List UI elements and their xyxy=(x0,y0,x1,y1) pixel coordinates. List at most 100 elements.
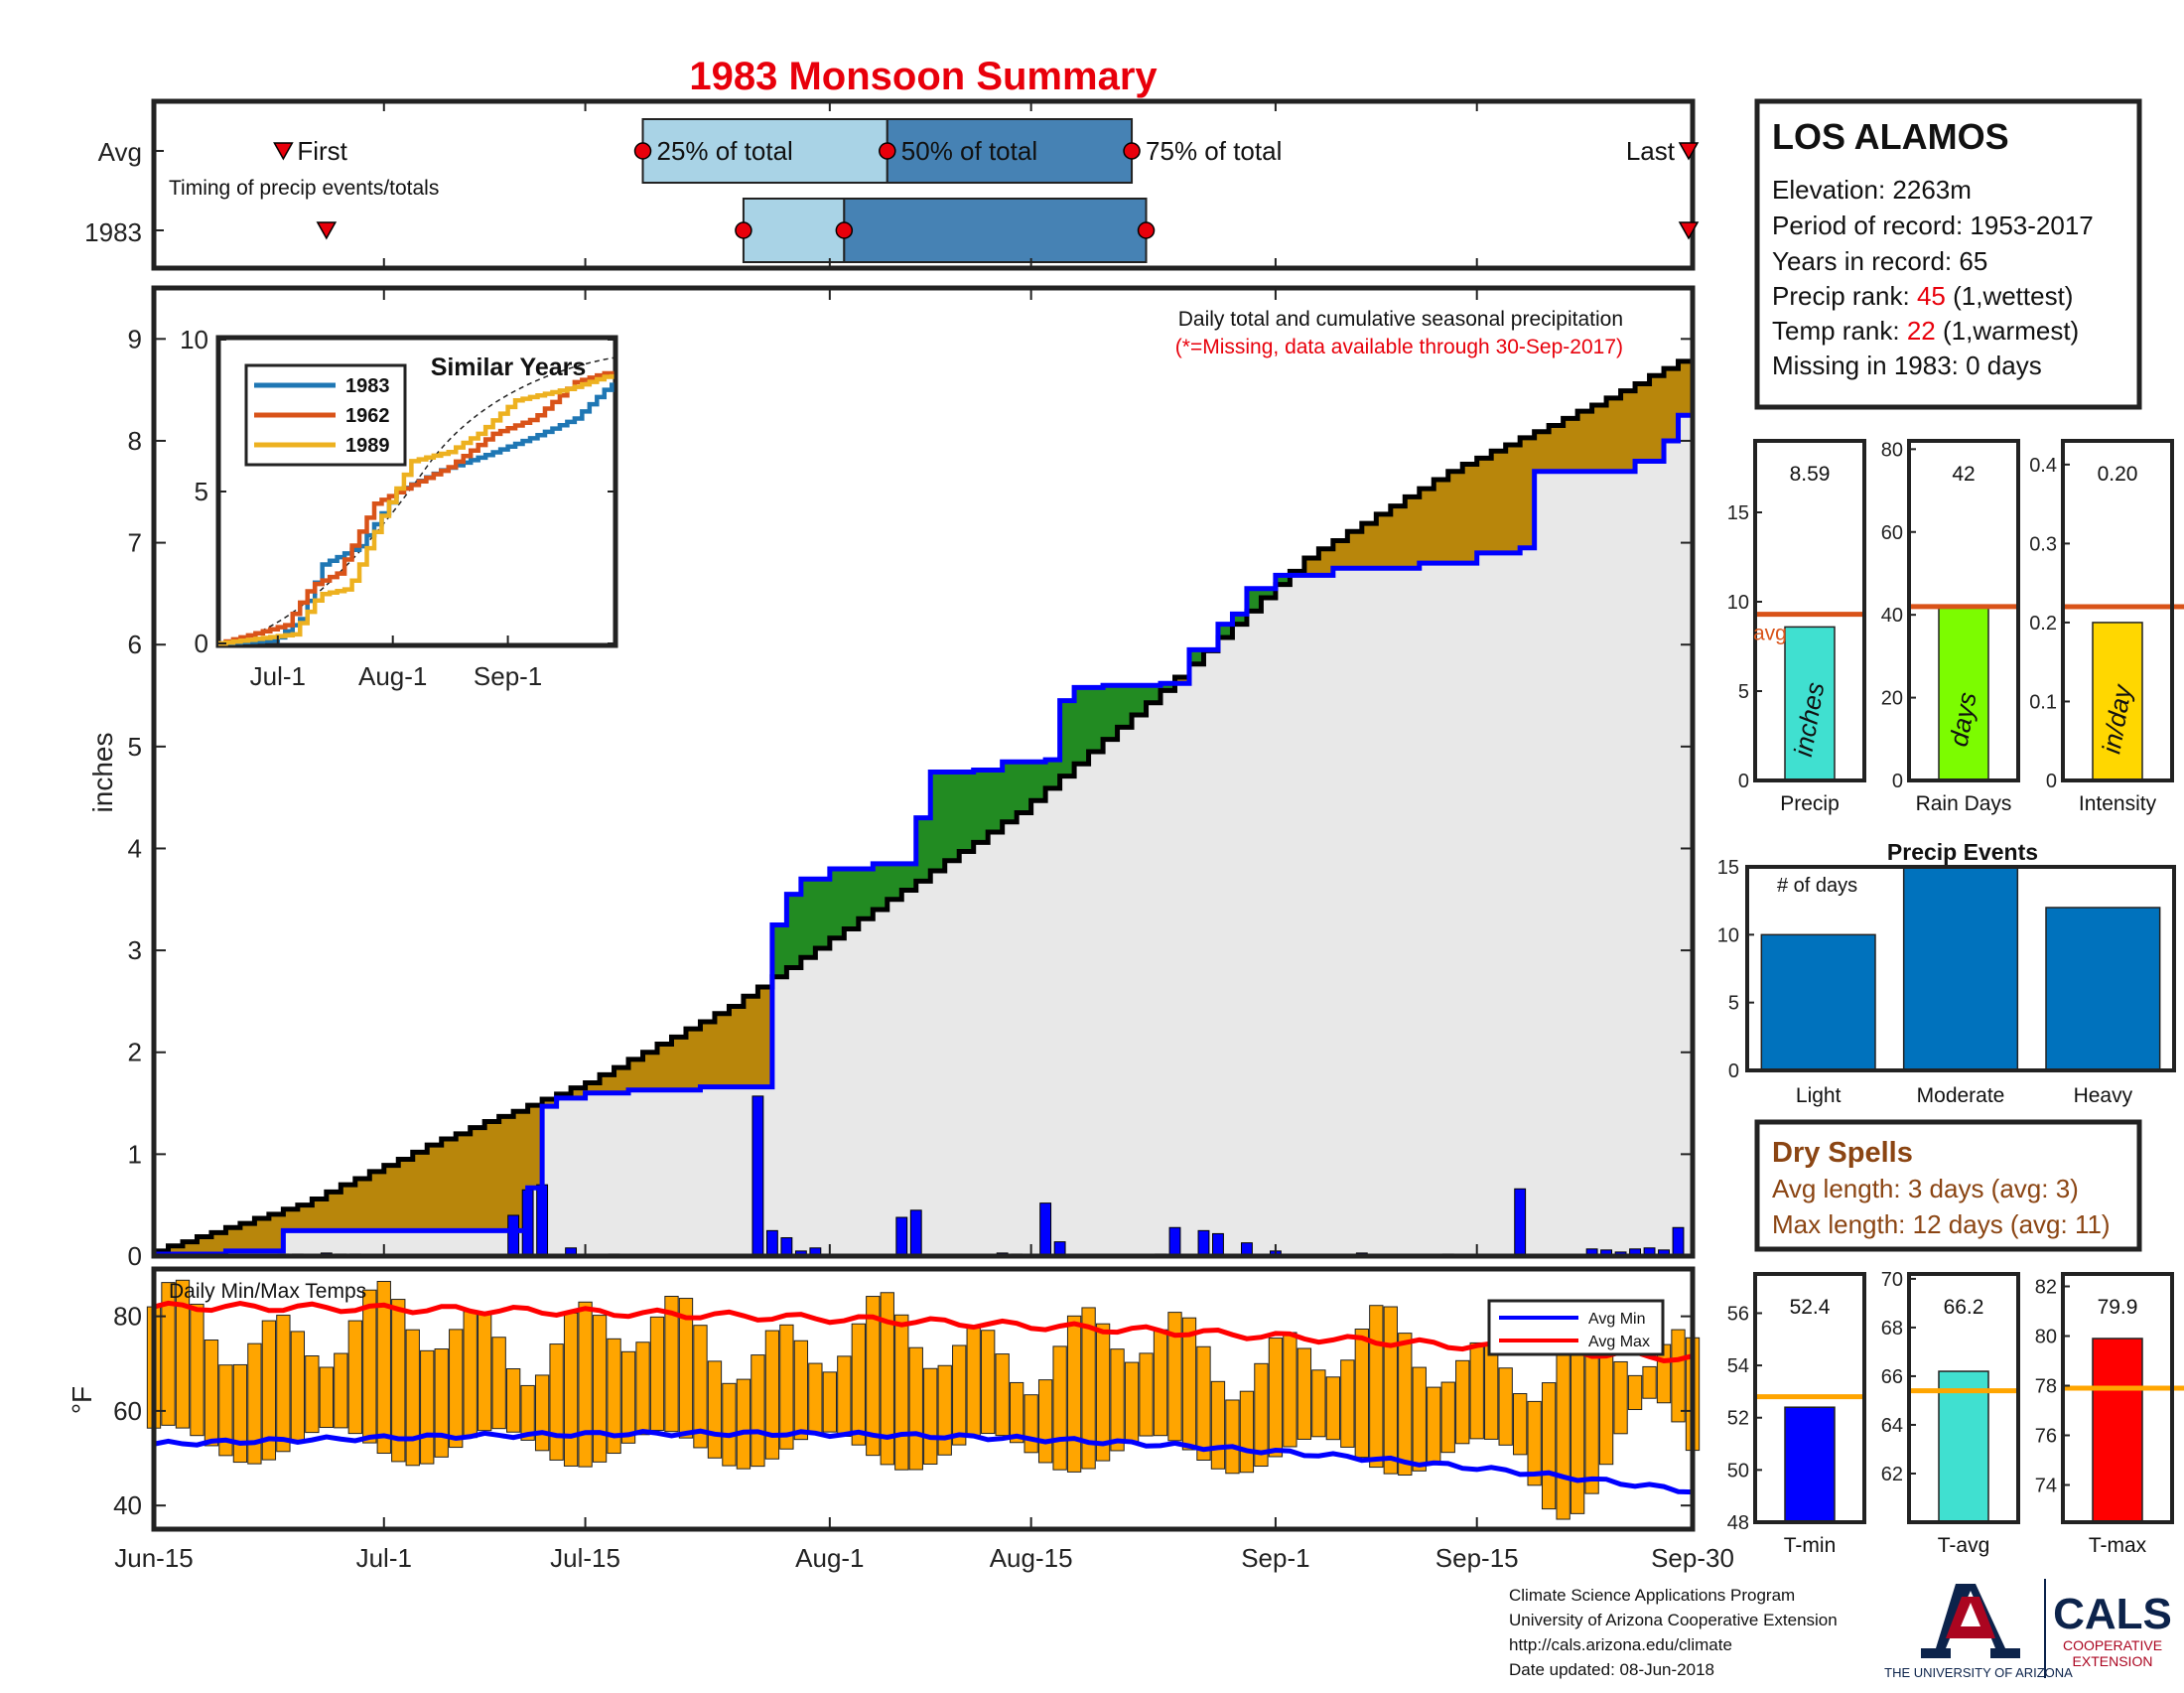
precip-events-bar-heavy xyxy=(2045,907,2161,1071)
daily-temp-bar xyxy=(952,1344,967,1446)
precip-events-ytick-label: 0 xyxy=(1728,1060,1739,1082)
precip-events-category-label: Light xyxy=(1796,1084,1842,1107)
summary-ytick-label: 40 xyxy=(1881,605,1903,627)
main-annotation: Daily total and cumulative seasonal prec… xyxy=(1178,308,1623,331)
daily-temp-bar xyxy=(1412,1366,1427,1472)
daily-temp-bar xyxy=(1354,1329,1369,1459)
daily-temp-bar xyxy=(678,1298,694,1439)
temp-y-axis-label: °F xyxy=(67,1386,97,1414)
daily-temp-bar xyxy=(592,1315,608,1463)
daily-temp-bar xyxy=(1311,1369,1326,1438)
above-average-area xyxy=(771,575,1291,977)
cals-sub-2: EXTENSION xyxy=(2073,1653,2153,1669)
daily-temp-bar xyxy=(204,1340,219,1447)
dry-spells-avg: Avg length: 3 days (avg: 3) xyxy=(1772,1174,2079,1203)
inset-x-ticks: Jul-1 Aug-1 Sep-1 xyxy=(250,635,542,691)
daily-temp-bar xyxy=(362,1289,377,1444)
summary-value-label: 8.59 xyxy=(1790,463,1831,486)
daily-precip-bar xyxy=(1039,1202,1052,1257)
daily-temp-bar xyxy=(161,1282,176,1426)
summary-category-label: Precip xyxy=(1780,792,1840,815)
inset-ytick-label: 5 xyxy=(195,477,208,506)
summary-panel-frame xyxy=(2061,439,2174,782)
summary-ytick-label: 70 xyxy=(1881,1269,1903,1291)
precip-events-category-label: Heavy xyxy=(2074,1084,2133,1107)
arizona-a-icon xyxy=(1921,1584,2020,1658)
daily-temp-bar xyxy=(1095,1323,1111,1462)
temp-ytick-label: 80 xyxy=(113,1302,142,1332)
summary-value-label: 66.2 xyxy=(1944,1296,1984,1319)
daily-temp-bar xyxy=(808,1362,823,1434)
daily-temp-bar xyxy=(793,1340,809,1441)
daily-temp-bar xyxy=(1081,1307,1096,1470)
main-ytick-label: 2 xyxy=(128,1038,142,1067)
inset-y-ticks: 0 5 10 xyxy=(180,325,615,658)
summary-ytick-label: 0.4 xyxy=(2029,455,2057,477)
daily-precip-bar xyxy=(1212,1232,1224,1257)
daily-temp-bar xyxy=(505,1368,521,1433)
summary-avg-label: avg xyxy=(1753,623,1787,645)
shared-x-axis-ticks: Jun-15 Jul-1 Jul-15 Aug-1 Aug-15 Sep-1 Sep-15 S… xyxy=(114,288,1734,1573)
dry-spells-frame xyxy=(1754,1119,2142,1252)
summary-bar-rain-days xyxy=(1938,606,1989,781)
summary-ytick-label: 20 xyxy=(1881,688,1903,710)
precip-events-chart: Precip Events Light Moderate Heavy 0 5 10 15 #… xyxy=(1717,839,2176,1107)
dry-spells-box: Dry Spells Avg length: 3 days (avg: 3) M… xyxy=(1754,1119,2142,1252)
xtick-label: Jul-15 xyxy=(550,1543,620,1573)
summary-ytick-label: 68 xyxy=(1881,1318,1903,1340)
daily-temp-bar xyxy=(664,1296,679,1433)
summary-ytick-label: 5 xyxy=(1738,681,1749,703)
summary-category-label: Intensity xyxy=(2079,792,2157,815)
daily-temp-bar xyxy=(1556,1347,1570,1520)
xtick-label: Jul-1 xyxy=(356,1543,412,1573)
daily-precip-bar xyxy=(1514,1188,1527,1257)
dry-spells-title: Dry Spells xyxy=(1772,1137,1913,1169)
daily-temp-bar xyxy=(1541,1382,1557,1510)
daily-temp-bar xyxy=(1110,1348,1125,1452)
year-cumulative-line xyxy=(154,380,1696,1257)
timing-quantile-dot xyxy=(835,221,854,239)
inset-series-1962 xyxy=(218,370,614,646)
daily-temp-bar xyxy=(290,1331,306,1443)
daily-temp-bar xyxy=(319,1366,334,1429)
daily-temp-bar xyxy=(190,1303,205,1437)
main-ytick-label: 1 xyxy=(128,1139,142,1169)
station-elevation: Elevation: 2263m xyxy=(1772,175,1972,205)
summary-ytick-label: 80 xyxy=(2035,1327,2057,1348)
timing-box-q50-q75 xyxy=(843,198,1148,263)
precip-events-ytick-label: 5 xyxy=(1728,993,1739,1015)
main-ytick-label: 4 xyxy=(128,833,142,863)
daily-temp-bar xyxy=(607,1338,621,1455)
daily-temp-bar xyxy=(1139,1352,1154,1437)
daily-temp-bar xyxy=(563,1312,579,1467)
timing-label-q75: 75% of total xyxy=(1146,136,1282,166)
timing-label-q25: 25% of total xyxy=(657,136,793,166)
daily-temp-bar xyxy=(261,1320,277,1461)
summary-ytick-label: 76 xyxy=(2035,1426,2057,1448)
summary-category-label: T-min xyxy=(1784,1534,1837,1557)
precip-events-category-label: Moderate xyxy=(1917,1084,2005,1107)
main-ytick-label: 3 xyxy=(128,935,142,965)
daily-precip-bar xyxy=(765,1229,778,1257)
daily-temp-bar xyxy=(995,1353,1010,1437)
daily-temp-bar xyxy=(1340,1359,1355,1448)
daily-precip-bar xyxy=(895,1216,908,1257)
daily-temp-bar xyxy=(232,1363,248,1464)
dry-spells-max: Max length: 12 days (avg: 11) xyxy=(1772,1209,2111,1239)
precip-events-bar-moderate xyxy=(1902,866,2019,1071)
timing-box-q50-q75 xyxy=(886,118,1134,184)
daily-temp-bar xyxy=(347,1320,362,1435)
daily-temp-bar xyxy=(1124,1361,1140,1443)
xtick-label: Sep-30 xyxy=(1651,1543,1734,1573)
daily-temp-bar xyxy=(1297,1347,1312,1440)
summary-ytick-label: 0.3 xyxy=(2029,533,2057,555)
summary-ytick-label: 0 xyxy=(1892,771,1903,792)
footer: Climate Science Applications Program Uni… xyxy=(1509,1579,2172,1680)
summary-ytick-label: 56 xyxy=(1727,1303,1749,1325)
summary-category-label: Rain Days xyxy=(1916,792,2012,815)
inset-xtick-label: Sep-1 xyxy=(474,661,542,691)
daily-temp-bar xyxy=(578,1301,593,1468)
